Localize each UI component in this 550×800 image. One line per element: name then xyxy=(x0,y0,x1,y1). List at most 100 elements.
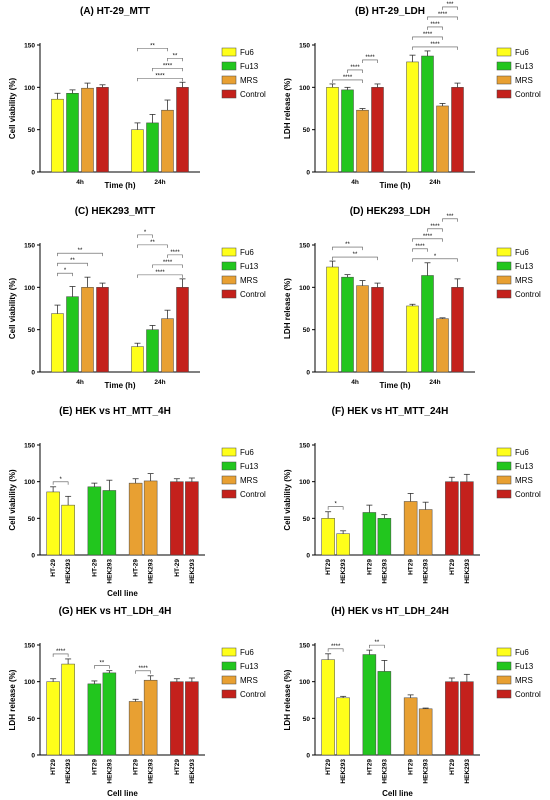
significance-bracket xyxy=(52,481,69,485)
y-tick-label: 0 xyxy=(306,170,310,177)
chart-title: (E) HEK vs HT_MTT_4H xyxy=(59,406,171,417)
legend-label-control: Control xyxy=(515,690,541,699)
significance-label: * xyxy=(144,230,147,236)
bar-control-24h xyxy=(451,87,464,173)
significance-bracket xyxy=(427,16,458,20)
x-tick-label: HEK293 xyxy=(423,559,430,584)
bar-mrs-4h xyxy=(81,287,94,373)
x-tick-label: 24h xyxy=(154,179,165,186)
x-tick-label: HEK293 xyxy=(148,559,155,584)
significance-bracket xyxy=(152,67,183,72)
legend-swatch-fu13 xyxy=(496,61,512,71)
bar-mrs-ht-29 xyxy=(128,482,143,556)
bar-control-24h xyxy=(451,287,464,373)
x-tick-label: HEK293 xyxy=(148,759,155,784)
y-tick-label: 100 xyxy=(24,85,35,92)
legend-swatch-fu6 xyxy=(221,247,237,257)
significance-label: **** xyxy=(430,22,440,28)
panel-b: (B) HT-29_LDH 0 50 100 150 LDH release (%) 4h 2… xyxy=(275,0,550,200)
bar-fu13-ht29 xyxy=(362,654,377,756)
x-tick-label: 4h xyxy=(76,379,84,386)
legend-label-control: Control xyxy=(240,90,266,99)
legend-label-control: Control xyxy=(240,490,266,499)
significance-label: * xyxy=(64,268,67,274)
legend-label-fu6: Fu6 xyxy=(240,648,254,657)
x-tick-label: HT29 xyxy=(408,559,415,575)
x-axis-label: Time (h) xyxy=(105,181,136,190)
significance-bracket xyxy=(52,653,69,657)
bar-fu6-4h xyxy=(51,313,64,373)
legend-label-mrs: MRS xyxy=(240,676,258,685)
legend-swatch-control xyxy=(221,489,237,499)
y-axis-label: Cell viability (%) xyxy=(283,469,292,531)
chart-e: (E) HEK vs HT_MTT_4H 0 50 100 150 Cell viabil… xyxy=(8,406,266,598)
significance-bracket xyxy=(167,57,183,62)
x-tick-label: HT-29 xyxy=(91,559,98,577)
bar-fu13-ht29 xyxy=(87,683,102,756)
significance-label: **** xyxy=(331,644,341,650)
legend-label-control: Control xyxy=(515,490,541,499)
significance-label: **** xyxy=(155,270,165,276)
y-tick-label: 150 xyxy=(299,43,310,50)
significance-bracket xyxy=(57,272,73,277)
bar-mrs-4h xyxy=(81,87,94,173)
y-axis-label: LDH release (%) xyxy=(283,278,292,339)
y-tick-label: 0 xyxy=(31,170,35,177)
legend-label-fu13: Fu13 xyxy=(515,662,534,671)
y-tick-label: 150 xyxy=(24,43,35,50)
significance-label: ** xyxy=(100,661,105,667)
significance-label: * xyxy=(59,477,62,483)
bar-fu13-24h xyxy=(146,122,159,173)
x-tick-label: 24h xyxy=(429,179,440,186)
legend-swatch-mrs xyxy=(496,75,512,85)
legend-swatch-mrs xyxy=(496,675,512,685)
bar-mrs-hek293 xyxy=(418,708,433,756)
significance-label: *** xyxy=(446,214,454,220)
significance-bracket xyxy=(152,264,183,268)
x-tick-label: 24h xyxy=(154,379,165,386)
x-tick-label: HEK293 xyxy=(189,559,196,584)
bar-fu13-4h xyxy=(66,93,79,173)
legend-swatch-fu13 xyxy=(496,461,512,471)
significance-bracket xyxy=(94,665,110,669)
bar-fu13-24h xyxy=(146,329,159,373)
x-tick-label: 4h xyxy=(76,179,84,186)
y-tick-label: 0 xyxy=(306,370,310,377)
panel-f: (F) HEK vs HT_MTT_24H 0 50 100 150 Cell viabi… xyxy=(275,400,550,600)
y-tick-label: 150 xyxy=(299,643,310,650)
y-tick-label: 50 xyxy=(28,127,36,134)
legend-label-control: Control xyxy=(515,90,541,99)
bar-fu6-24h xyxy=(131,346,144,373)
significance-label: **** xyxy=(56,649,66,655)
significance-label: ** xyxy=(375,640,380,646)
panel-e: (E) HEK vs HT_MTT_4H 0 50 100 150 Cell viabil… xyxy=(0,400,275,600)
legend-label-fu13: Fu13 xyxy=(515,262,534,271)
bar-fu13-hek293 xyxy=(377,671,392,756)
bar-control-hek293 xyxy=(460,481,474,556)
chart-h: (H) HEK vs HT_LDH_24H 0 50 100 150 LDH releas… xyxy=(283,606,541,798)
y-tick-label: 0 xyxy=(31,553,35,560)
y-tick-label: 100 xyxy=(299,85,310,92)
significance-label: **** xyxy=(438,12,448,18)
y-axis-label: LDH release (%) xyxy=(283,669,292,730)
y-tick-label: 50 xyxy=(28,516,36,523)
x-tick-label: 4h xyxy=(351,379,359,386)
legend-swatch-fu6 xyxy=(496,47,512,57)
significance-label: **** xyxy=(365,55,375,61)
x-tick-label: HT29 xyxy=(325,759,332,775)
significance-bracket xyxy=(137,77,183,82)
x-tick-label: HEK293 xyxy=(340,559,347,584)
legend-swatch-control xyxy=(496,489,512,499)
bar-fu6-ht29 xyxy=(321,659,335,756)
bar-mrs-ht29 xyxy=(128,701,143,756)
panel-c: (C) HEK293_MTT 0 50 100 150 Cell viability (%… xyxy=(0,200,275,400)
legend-label-mrs: MRS xyxy=(515,476,533,485)
legend-swatch-mrs xyxy=(496,275,512,285)
chart-title: (F) HEK vs HT_MTT_24H xyxy=(332,406,449,417)
y-tick-label: 150 xyxy=(299,243,310,250)
bar-control-ht-29 xyxy=(170,481,184,556)
significance-bracket xyxy=(427,26,443,30)
x-tick-label: HEK293 xyxy=(381,759,388,784)
significance-label: **** xyxy=(430,42,440,48)
significance-bracket xyxy=(57,252,103,257)
